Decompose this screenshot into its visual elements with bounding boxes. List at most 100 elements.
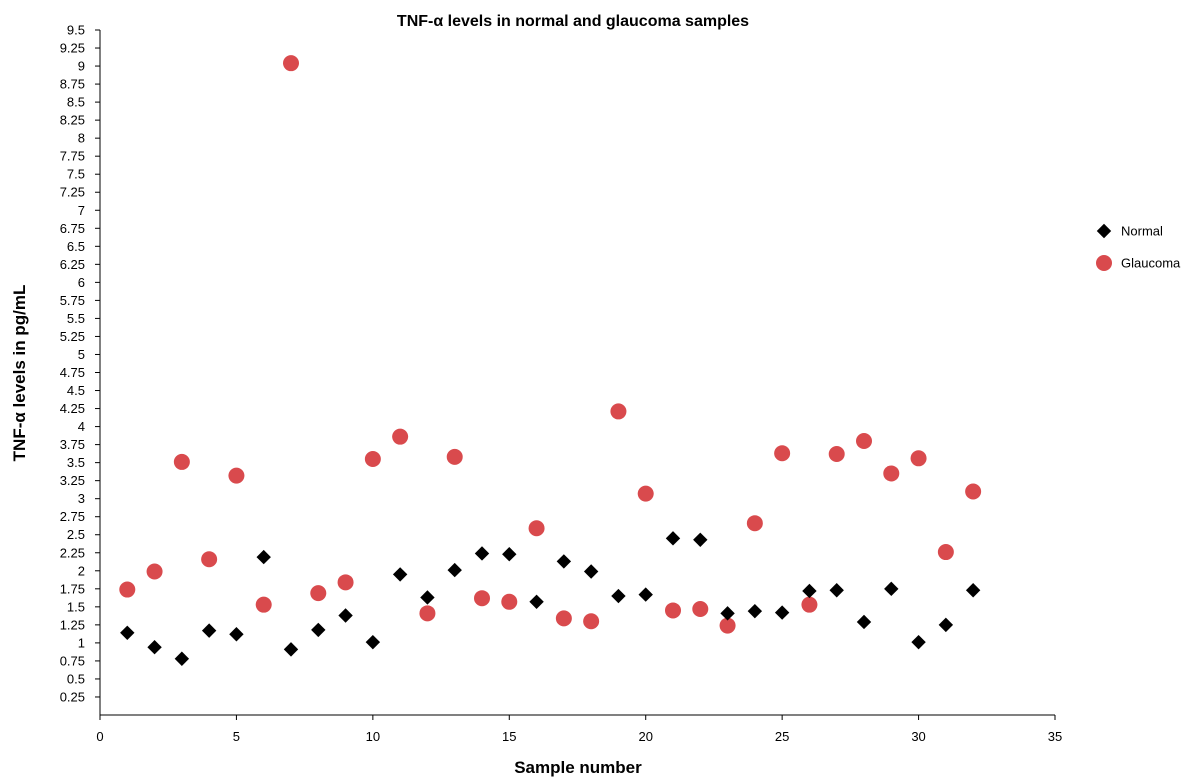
glaucoma-point [719, 617, 736, 634]
normal-point [884, 581, 899, 597]
glaucoma-point [392, 428, 409, 445]
legend-marker-glaucoma [1096, 255, 1112, 271]
normal-point [392, 567, 408, 582]
glaucoma-point [228, 467, 245, 484]
normal-point [474, 546, 490, 561]
normal-point [283, 642, 299, 657]
y-axis-ticks: 0.25 0.5 0.75 1 1.25 1.5 1.75 2 2.25 2.5 2.75 3 3.25… [60, 23, 100, 704]
y-tick-label: 1.5 [67, 599, 85, 614]
data-points [119, 55, 982, 666]
y-tick-label: 5.5 [67, 311, 85, 326]
y-tick-label: 1 [78, 635, 85, 650]
normal-point [502, 547, 517, 562]
x-axis-ticks: 0 5 10 15 20 25 30 35 [96, 715, 1062, 744]
x-tick-label: 35 [1048, 729, 1062, 744]
glaucoma-point [910, 450, 927, 467]
glaucoma-point [692, 601, 709, 618]
glaucoma-point [474, 590, 490, 607]
y-tick-label: 2.5 [67, 527, 85, 542]
y-tick-label: 0.25 [60, 689, 85, 704]
y-tick-label: 6.25 [60, 257, 85, 272]
y-tick-label: 3.25 [60, 473, 85, 488]
normal-point [174, 651, 190, 666]
glaucoma-point [555, 610, 572, 627]
normal-point [583, 564, 599, 579]
glaucoma-point [528, 520, 545, 537]
y-tick-label: 8.5 [67, 95, 85, 110]
normal-point [256, 549, 271, 565]
normal-point [556, 554, 572, 569]
normal-point [938, 617, 954, 633]
y-tick-label: 2.75 [60, 509, 85, 524]
glaucoma-point [801, 596, 818, 613]
glaucoma-point [501, 593, 518, 610]
normal-point [802, 583, 817, 599]
normal-point [829, 583, 844, 598]
normal-point [693, 532, 708, 547]
normal-point [311, 622, 326, 638]
glaucoma-point [146, 563, 163, 580]
y-tick-label: 9.25 [60, 41, 85, 56]
glaucoma-point [828, 445, 845, 462]
y-tick-label: 6.75 [60, 221, 85, 236]
glaucoma-point [255, 596, 272, 613]
glaucoma-point [201, 551, 218, 568]
legend: Normal Glaucoma [1096, 223, 1181, 271]
x-tick-label: 30 [911, 729, 925, 744]
x-tick-label: 5 [233, 729, 240, 744]
y-tick-label: 7 [78, 203, 85, 218]
y-tick-label: 5 [78, 347, 85, 362]
normal-point [201, 623, 217, 638]
normal-point [120, 625, 135, 640]
normal-point [965, 583, 981, 598]
normal-point [911, 634, 926, 650]
y-tick-label: 5.75 [60, 293, 85, 308]
y-tick-label: 0.5 [67, 671, 85, 686]
x-tick-label: 20 [638, 729, 652, 744]
y-tick-label: 9 [78, 59, 85, 74]
glaucoma-point [746, 515, 763, 532]
y-tick-label: 4.25 [60, 401, 85, 416]
x-axis-label: Sample number [514, 758, 642, 777]
y-tick-label: 7.5 [67, 167, 85, 182]
y-axis-label: TNF-α levels in pg/mL [10, 285, 29, 462]
normal-point [147, 640, 162, 655]
x-tick-label: 25 [775, 729, 789, 744]
glaucoma-point [119, 581, 136, 598]
y-tick-label: 2 [78, 563, 85, 578]
glaucoma-point [937, 544, 954, 561]
glaucoma-point [173, 453, 190, 470]
legend-marker-normal [1096, 223, 1112, 239]
glaucoma-point [283, 55, 299, 72]
normal-point [665, 531, 681, 546]
y-tick-label: 6.5 [67, 239, 85, 254]
y-tick-label: 8.25 [60, 113, 85, 128]
y-tick-label: 1.75 [60, 581, 85, 596]
y-tick-label: 3 [78, 491, 85, 506]
normal-point [420, 590, 435, 605]
normal-point [747, 603, 763, 619]
glaucoma-point [665, 602, 681, 619]
normal-point [856, 614, 872, 630]
normal-point [229, 627, 244, 642]
glaucoma-point [446, 448, 463, 465]
glaucoma-point [583, 613, 600, 630]
y-tick-label: 7.75 [60, 149, 85, 164]
y-tick-label: 4.5 [67, 383, 85, 398]
chart-title: TNF-α levels in normal and glaucoma samp… [397, 13, 749, 30]
glaucoma-point [637, 485, 654, 502]
y-tick-label: 4.75 [60, 365, 85, 380]
glaucoma-point [419, 605, 436, 622]
y-tick-label: 3.75 [60, 437, 85, 452]
x-tick-label: 0 [96, 729, 103, 744]
normal-point [720, 606, 735, 621]
normal-point [638, 587, 653, 602]
y-tick-label: 3.5 [67, 455, 85, 470]
y-tick-label: 1.25 [60, 617, 85, 632]
y-tick-label: 6 [78, 275, 85, 290]
legend-label-normal: Normal [1121, 224, 1163, 239]
y-tick-label: 7.25 [60, 185, 85, 200]
normal-point [529, 594, 544, 609]
glaucoma-point [774, 445, 791, 462]
